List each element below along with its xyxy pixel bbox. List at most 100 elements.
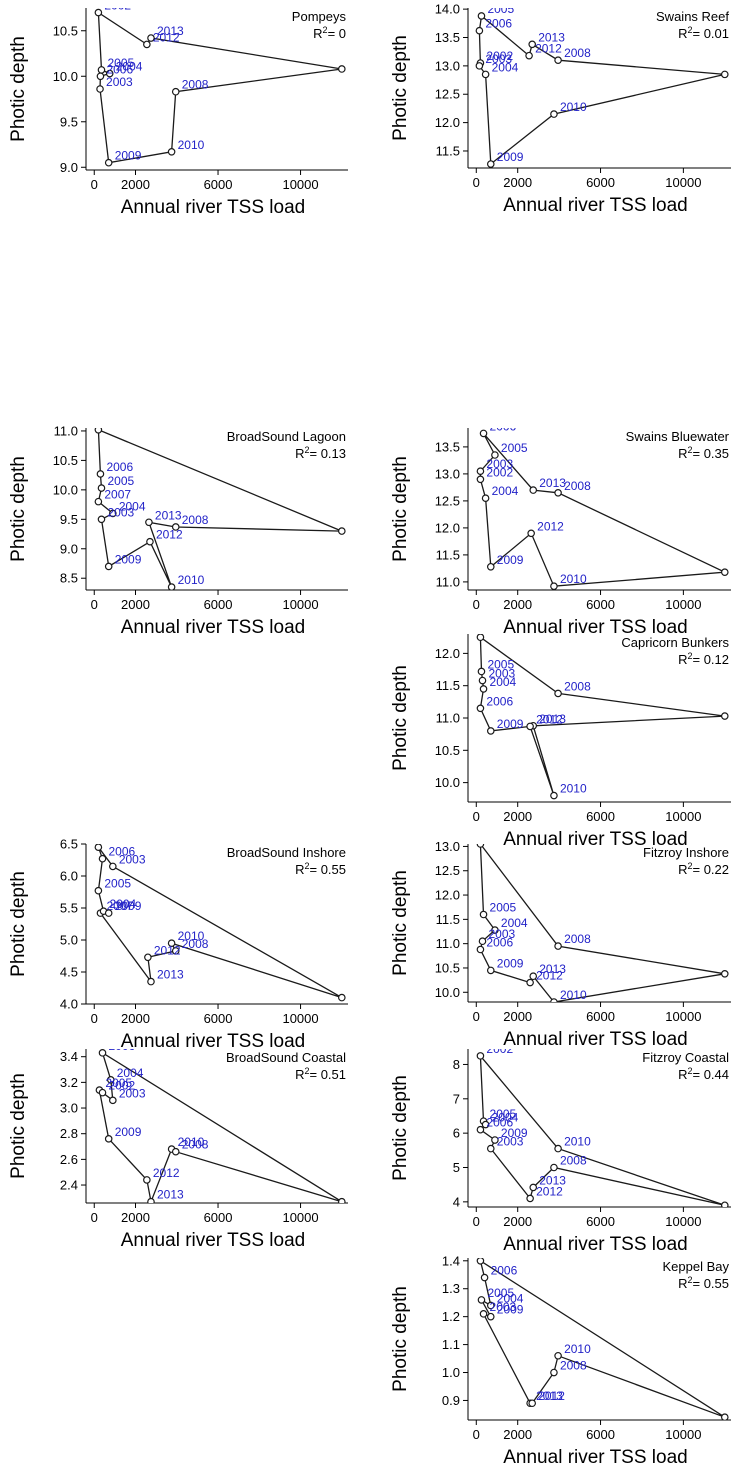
- point-label: 2004: [117, 1066, 144, 1080]
- y-tick-label: 10.0: [53, 482, 78, 497]
- data-point: [147, 1197, 155, 1203]
- point-label: 2005: [104, 877, 131, 891]
- x-tick-label: 6000: [586, 1427, 615, 1442]
- y-tick-label: 9.5: [60, 512, 78, 527]
- point-label: 2009: [497, 1303, 524, 1317]
- x-tick-label: 0: [473, 809, 480, 824]
- point-label: 2005: [501, 441, 528, 455]
- x-tick-label: 6000: [586, 809, 615, 824]
- x-tick-label: 10000: [665, 1427, 701, 1442]
- x-tick-label: 6000: [204, 177, 233, 192]
- plot-area: 2002200520032004200620082013201220112009…: [476, 634, 731, 800]
- data-point: [550, 1368, 558, 1377]
- x-tick-label: 6000: [204, 1011, 233, 1026]
- data-point: [550, 1163, 558, 1172]
- point-label: 2002: [104, 833, 131, 847]
- data-point: [338, 1197, 346, 1203]
- x-tick-label: 0: [91, 177, 98, 192]
- y-tick-label: 6: [453, 1126, 460, 1141]
- data-point: [479, 1310, 488, 1318]
- y-tick-label: 13.5: [435, 30, 460, 45]
- data-point: [479, 910, 488, 919]
- data-point: [96, 470, 105, 478]
- data-point: [338, 65, 346, 73]
- data-point: [481, 70, 490, 79]
- y-tick-label: 8.5: [60, 571, 78, 586]
- point-label: 2008: [564, 932, 591, 946]
- point-label: 2013: [155, 508, 182, 522]
- x-axis-label: Annual river TSS load: [121, 197, 305, 218]
- point-label: 2012: [153, 1166, 180, 1180]
- data-point: [550, 582, 558, 590]
- data-point: [106, 1076, 115, 1084]
- y-tick-label: 10.5: [53, 23, 78, 38]
- x-tick-label: 2000: [121, 177, 150, 192]
- data-point: [478, 676, 487, 685]
- data-point: [476, 1125, 485, 1134]
- y-axis-label: Photic depth: [390, 665, 411, 771]
- r-squared-label: R2= 0.55: [295, 861, 346, 877]
- data-point: [550, 998, 558, 1002]
- x-axis-label: Annual river TSS load: [503, 1234, 687, 1255]
- x-tick-label: 2000: [121, 597, 150, 612]
- chart-panel: 8.5 9.0 9.5 10.0 10.5 11.0 0 2000 6000 10000 Annua…: [8, 416, 348, 638]
- point-label: 2013: [157, 1188, 184, 1202]
- point-label: 2011: [348, 55, 374, 69]
- point-label: 2003: [490, 1300, 517, 1314]
- data-point: [147, 34, 155, 42]
- panel-title: BroadSound Inshore: [227, 845, 346, 860]
- data-point: [98, 1049, 107, 1057]
- point-label: 2008: [564, 479, 591, 493]
- r-squared-label: R2= 0.12: [678, 651, 729, 667]
- data-point: [486, 1301, 495, 1310]
- data-point: [554, 942, 562, 950]
- point-label: 2012: [156, 528, 183, 542]
- point-label: 2009: [115, 552, 142, 566]
- data-point: [481, 1120, 490, 1129]
- data-point: [476, 945, 485, 954]
- chart-panel: 4 5 6 7 8 0 2000 6000 10000 Annual river TSS load…: [390, 1049, 731, 1255]
- point-label: 2005: [105, 1076, 132, 1090]
- chart-panel: 4.0 4.5 5.0 5.5 6.0 6.5 0 2000 6000 10000 Annual r…: [8, 833, 348, 1052]
- panel-title: BroadSound Coastal: [226, 1050, 346, 1065]
- point-label: 2009: [497, 553, 524, 567]
- chart-panel: 0.9 1.0 1.1 1.2 1.3 1.4 0 2000 6000 10000 Annual r…: [390, 1253, 731, 1468]
- point-label: 2006: [486, 1116, 513, 1130]
- data-point: [171, 87, 180, 96]
- series-line: [478, 14, 725, 166]
- data-point: [94, 844, 103, 851]
- point-label: 2012: [538, 1389, 565, 1403]
- data-point: [94, 886, 103, 895]
- y-tick-label: 11.5: [436, 678, 460, 693]
- point-label: 2002: [486, 49, 513, 63]
- point-label: 2008: [560, 1359, 587, 1373]
- y-axis-label: Photic depth: [390, 870, 411, 976]
- data-point: [109, 862, 117, 871]
- r-squared-label: R2= 0.55: [678, 1275, 729, 1291]
- point-label: 2005: [107, 56, 134, 70]
- data-point: [145, 518, 153, 527]
- data-point: [96, 85, 104, 93]
- y-tick-label: 8: [453, 1057, 460, 1072]
- point-label: 2008: [564, 679, 591, 693]
- data-point: [97, 484, 106, 492]
- y-tick-label: 11.0: [436, 711, 460, 726]
- x-tick-label: 6000: [204, 1210, 233, 1225]
- data-point: [554, 689, 562, 698]
- plot-area: 2002200520042003200620082009201320122011…: [476, 844, 731, 1002]
- y-tick-label: 11.5: [436, 143, 460, 158]
- y-tick-label: 14.0: [435, 2, 460, 17]
- data-point: [720, 970, 729, 978]
- point-label: 2004: [490, 675, 517, 689]
- x-tick-label: 2000: [121, 1011, 150, 1026]
- data-point: [98, 854, 107, 863]
- point-label: 2010: [560, 100, 587, 114]
- y-tick-label: 12.0: [435, 888, 460, 903]
- y-tick-label: 5.5: [60, 901, 78, 916]
- point-label: 2012: [536, 1184, 563, 1198]
- point-label: 2013: [539, 712, 566, 726]
- y-tick-label: 12.5: [435, 87, 460, 102]
- point-label: 2008: [560, 1154, 587, 1168]
- point-label: 2003: [488, 927, 515, 941]
- point-label: 2002: [104, 416, 131, 430]
